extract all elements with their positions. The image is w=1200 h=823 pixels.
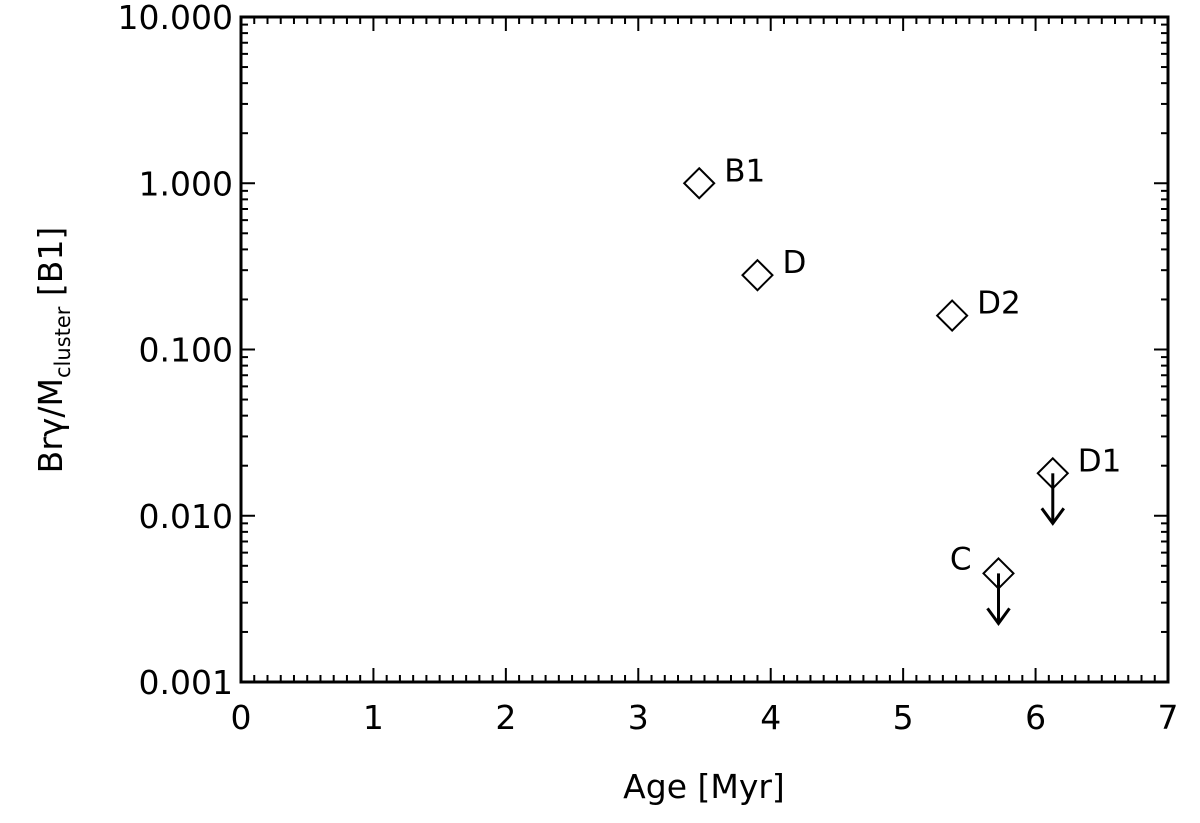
upper-limit-arrowhead [986,607,1011,626]
y-axis-label: Brγ/Mcluster [B1] [31,227,75,474]
data-point-marker [741,258,774,292]
y-tick-label: 1.000 [139,164,233,203]
data-point-label: D1 [1078,443,1122,479]
upper-limit-arrowhead [1040,507,1065,526]
x-tick-label: 5 [893,698,914,737]
data-point-label: C [950,541,972,577]
y-tick-label: 10.000 [118,0,233,37]
x-tick-label: 2 [495,698,516,737]
y-axis-label-subscript: cluster [51,306,75,378]
y-axis-label-main: Brγ/M [31,378,70,473]
data-point-label: D2 [977,286,1021,322]
y-tick-label: 0.001 [139,663,233,702]
x-tick-label: 3 [628,698,649,737]
x-tick-label: 6 [1025,698,1046,737]
data-point-label: D [782,245,806,281]
data-point-label: B1 [724,153,765,189]
x-tick-label: 1 [363,698,384,737]
plot-frame [239,15,1170,684]
x-axis-ticks: 0 1 2 3 4 5 6 7 [231,17,1179,737]
x-tick-label: 0 [231,698,252,737]
data-point-marker [935,299,969,332]
y-axis-label-unit: [B1] [31,227,70,307]
y-tick-label: 0.010 [139,497,233,536]
y-axis-ticks: 0.001 0.010 0.100 1.000 10.000 [118,0,1168,702]
y-tick-label: 0.100 [139,331,233,370]
x-tick-label: 7 [1158,698,1179,737]
data-points: B1 D D2 D1 C [682,153,1122,626]
x-tick-label: 4 [760,698,781,737]
x-axis-label: Age [Myr] [623,767,785,806]
data-point-marker [682,166,716,200]
